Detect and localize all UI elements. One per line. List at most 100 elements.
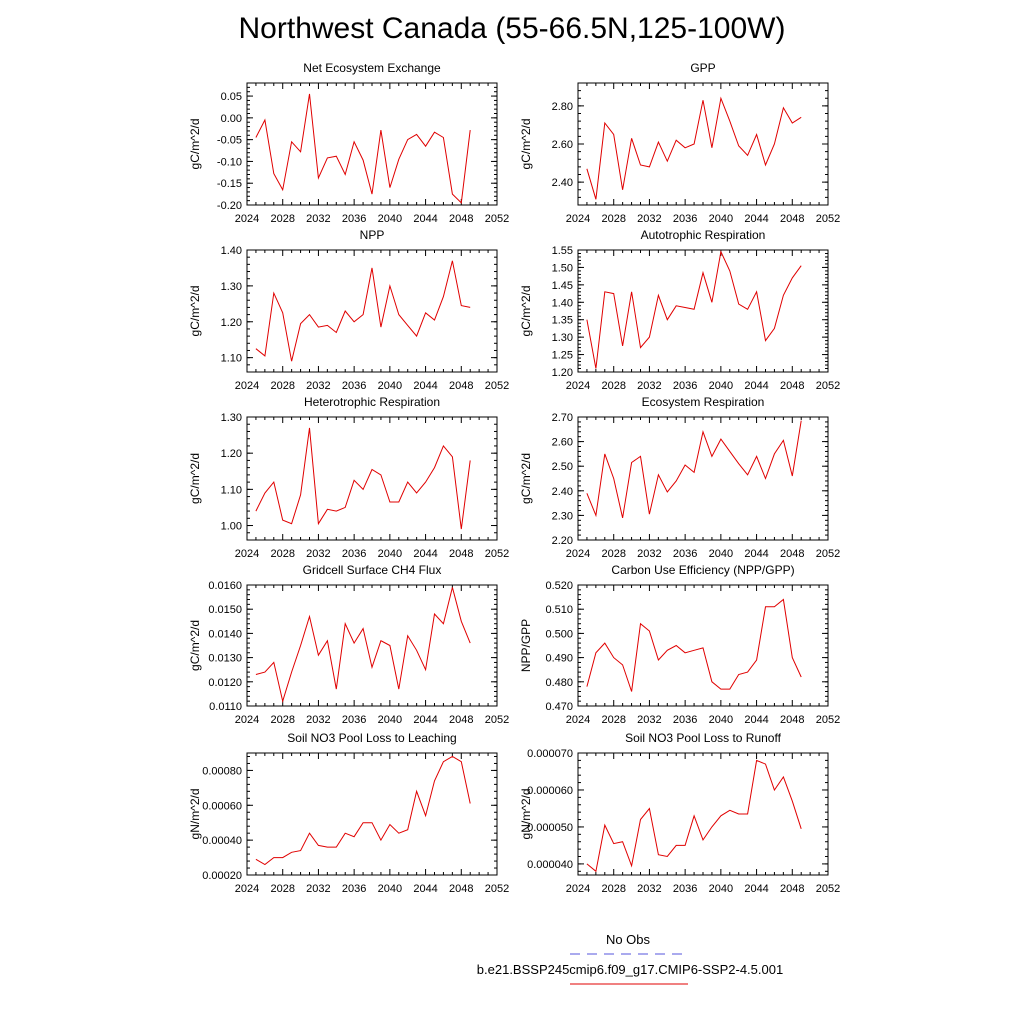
plot-frame [246,584,498,707]
legend-model-line [570,983,688,985]
x-tick-label: 2040 [709,380,733,392]
y-tick-label: 0.000050 [527,822,573,834]
y-tick-label: -0.15 [217,178,242,190]
x-tick-label: 2032 [637,714,661,726]
plot-frame [577,752,829,876]
x-tick-label: 2024 [235,213,259,225]
series-line [586,598,802,692]
legend-obs-label: No Obs [605,932,651,947]
plot-frame [246,82,498,206]
x-tick-label: 2052 [485,380,509,392]
x-tick-label: 2044 [413,548,437,560]
y-tick-label: 0.470 [545,701,573,713]
x-tick-label: 2040 [709,883,733,895]
x-tick-label: 2028 [270,213,294,225]
y-tick-label: 2.60 [552,437,573,449]
x-tick-label: 2048 [449,548,473,560]
x-tick-label: 2040 [378,883,402,895]
y-tick-label: 0.00 [221,113,242,125]
x-tick-label: 2048 [780,213,804,225]
x-tick-label: 2032 [306,883,330,895]
x-tick-label: 2044 [413,380,437,392]
series-line [255,427,471,530]
x-tick-label: 2044 [413,714,437,726]
y-axis-label: gC/m^2/d [188,286,202,337]
x-tick-label: 2048 [449,714,473,726]
x-tick-label: 2040 [709,548,733,560]
chart-panel-5: Heterotrophic Respiration gC/m^2/d 2024 202… [188,395,509,560]
panel-title: Gridcell Surface CH4 Flux [303,563,442,577]
chart-panel-3: NPP gC/m^2/d 2024 2028 2032 2036 2040 2044 2048 2… [188,228,509,392]
y-tick-label: -0.10 [217,156,242,168]
chart-panel-7: Gridcell Surface CH4 Flux gC/m^2/d 2024 202… [188,563,509,726]
panel-title: Soil NO3 Pool Loss to Leaching [287,731,456,745]
panel-title: NPP [360,228,385,242]
x-tick-label: 2052 [816,380,840,392]
series-line [255,260,471,362]
y-tick-label: 0.0160 [208,580,242,592]
y-tick-label: 1.10 [221,353,242,365]
y-tick-label: 1.55 [552,245,573,257]
y-axis-label: gC/m^2/d [188,119,202,170]
x-tick-label: 2052 [816,548,840,560]
x-tick-label: 2028 [270,883,294,895]
x-tick-label: 2032 [637,380,661,392]
x-tick-label: 2044 [744,213,768,225]
x-tick-label: 2028 [601,213,625,225]
y-tick-label: 0.000040 [527,859,573,871]
x-tick-label: 2044 [744,380,768,392]
x-tick-label: 2048 [780,548,804,560]
y-tick-label: 1.50 [552,262,573,274]
y-tick-label: 1.40 [552,297,573,309]
x-tick-label: 2024 [235,714,259,726]
x-tick-label: 2048 [449,213,473,225]
y-tick-label: 0.05 [221,91,242,103]
y-tick-label: 2.60 [552,139,573,151]
x-tick-label: 2032 [637,548,661,560]
x-tick-label: 2028 [270,714,294,726]
y-tick-label: 1.20 [221,448,242,460]
x-tick-label: 2024 [566,380,590,392]
x-tick-label: 2036 [673,213,697,225]
y-axis-label: gN/m^2/d [188,789,202,840]
y-tick-label: 0.520 [545,580,573,592]
plot-frame [577,416,829,541]
x-tick-label: 2028 [601,380,625,392]
y-tick-label: 2.50 [552,461,573,473]
x-tick-label: 2040 [378,714,402,726]
chart-panel-10: Soil NO3 Pool Loss to Runoff gN/m^2/d 2024… [519,731,840,895]
panel-title: Carbon Use Efficiency (NPP/GPP) [611,563,794,577]
y-axis-label: NPP/GPP [519,619,533,672]
y-tick-label: 1.30 [221,281,242,293]
y-tick-label: 0.00040 [202,835,242,847]
y-tick-label: 2.70 [552,412,573,424]
chart-panel-6: Ecosystem Respiration gC/m^2/d 2024 2028 203… [519,395,840,560]
chart-panel-2: GPP gC/m^2/d 2024 2028 2032 2036 2040 2044 2048 2… [519,61,840,225]
x-tick-label: 2024 [235,883,259,895]
x-tick-label: 2036 [342,213,366,225]
x-tick-label: 2044 [744,548,768,560]
y-tick-label: 0.0120 [208,677,242,689]
x-tick-label: 2044 [413,213,437,225]
x-tick-label: 2032 [306,380,330,392]
x-tick-label: 2036 [673,548,697,560]
x-tick-label: 2052 [485,714,509,726]
x-tick-label: 2044 [413,883,437,895]
x-tick-label: 2040 [709,213,733,225]
x-tick-label: 2048 [780,883,804,895]
x-tick-label: 2040 [378,213,402,225]
y-tick-label: 1.30 [552,332,573,344]
y-tick-label: 0.510 [545,604,573,616]
x-tick-label: 2024 [566,714,590,726]
y-tick-label: 1.00 [221,521,242,533]
x-tick-label: 2044 [744,714,768,726]
series-line [255,755,471,866]
y-tick-label: 2.20 [552,535,573,547]
y-axis-label: gC/m^2/d [519,119,533,170]
legend-obs-line [570,953,688,955]
y-tick-label: 0.500 [545,628,573,640]
x-tick-label: 2048 [780,714,804,726]
x-tick-label: 2040 [378,548,402,560]
y-tick-label: 0.0150 [208,604,242,616]
